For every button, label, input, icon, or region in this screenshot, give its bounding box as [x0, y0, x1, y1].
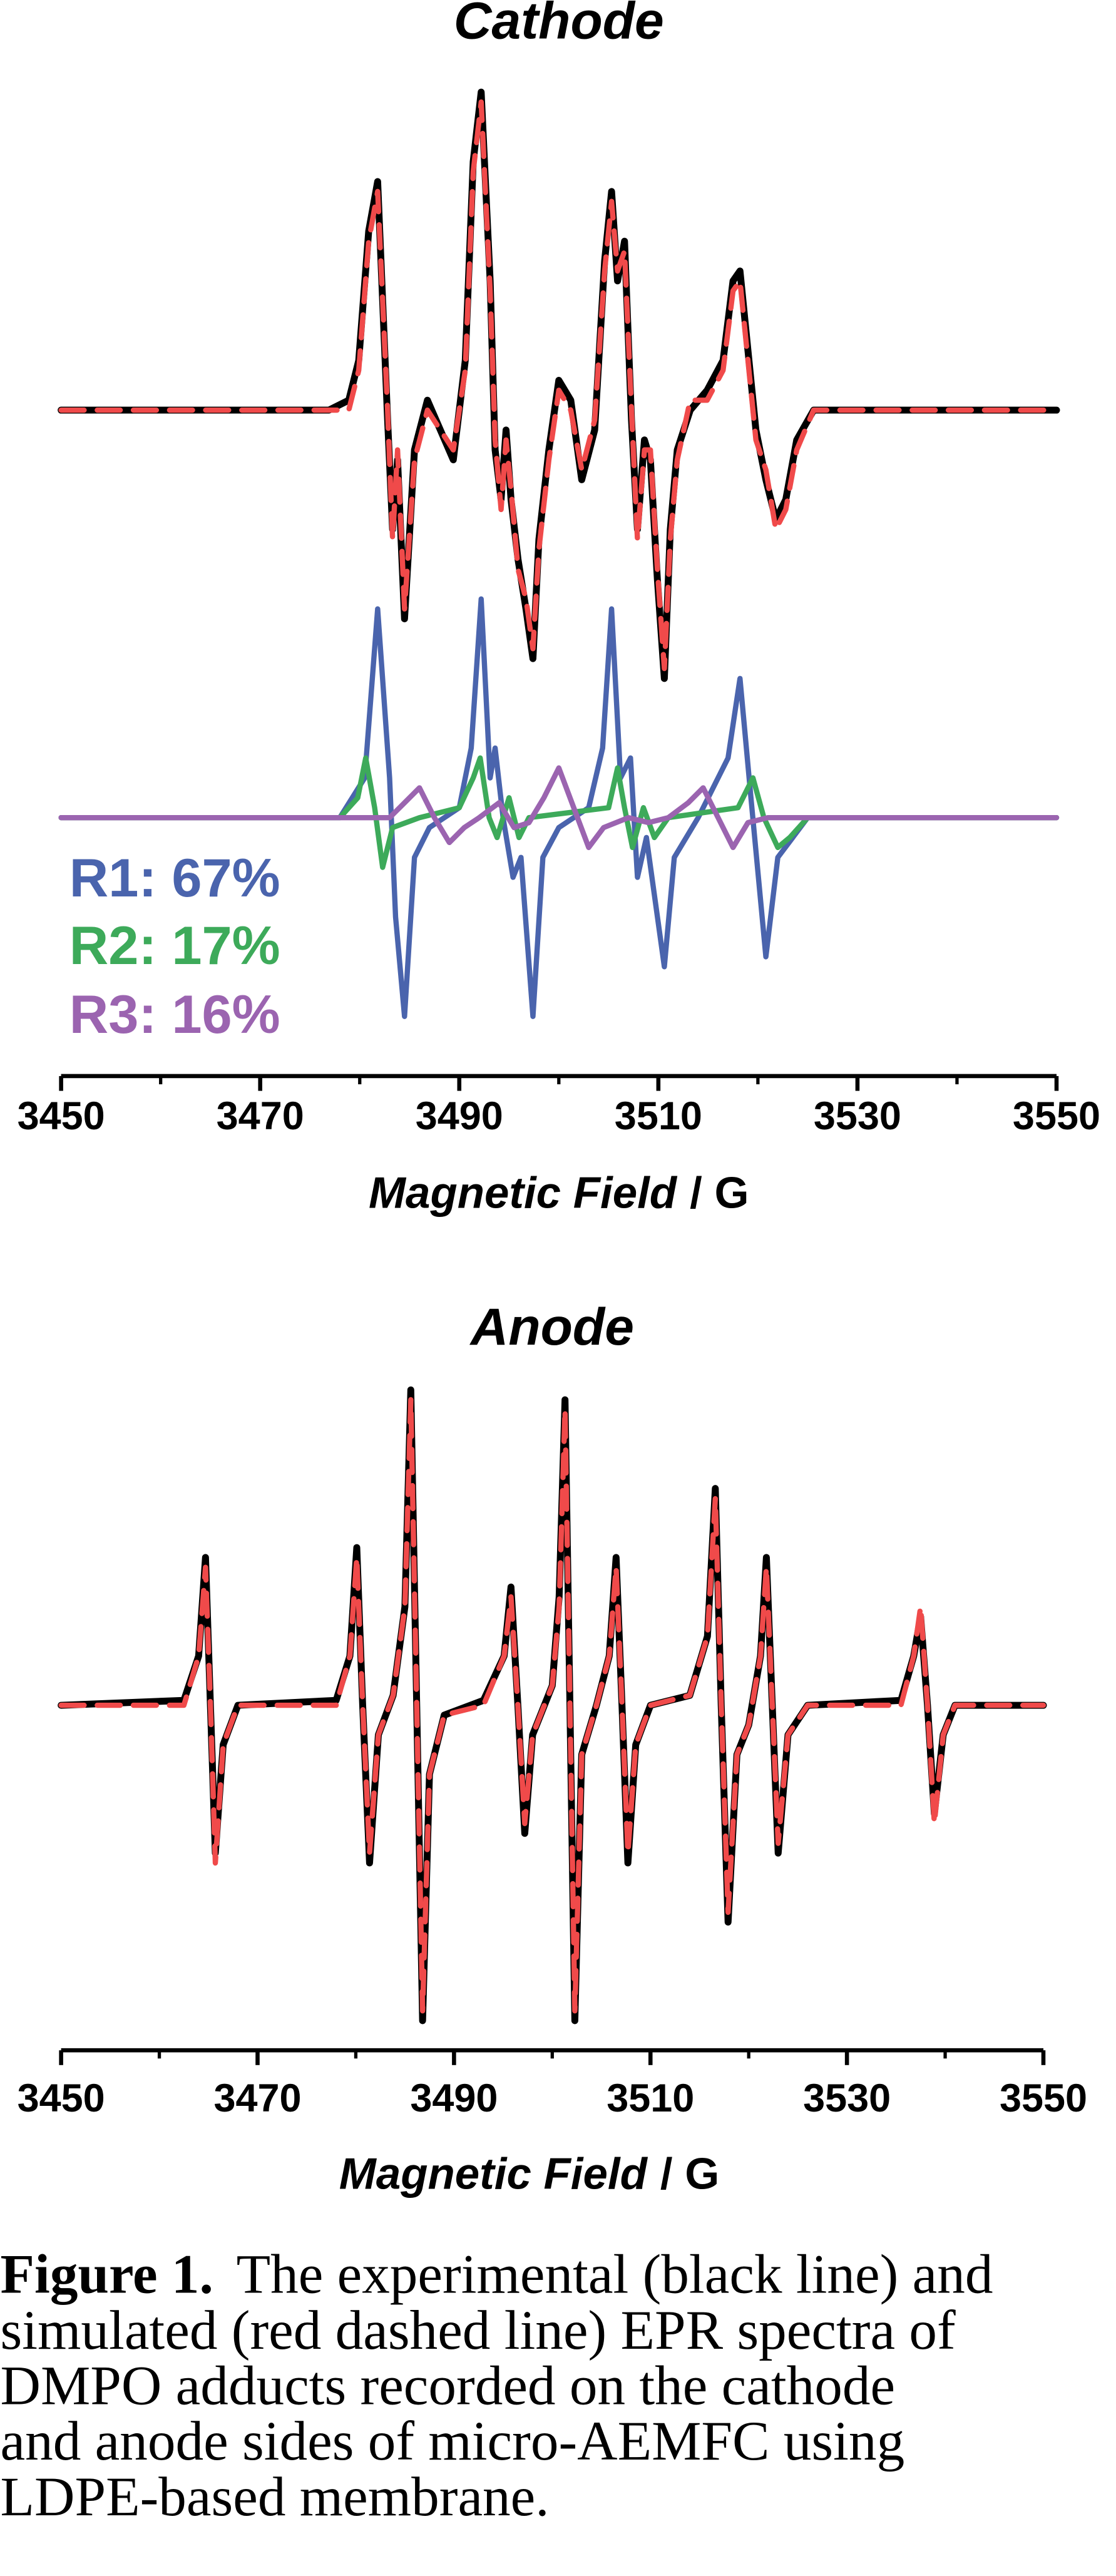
caption-label: Figure 1.: [1, 2244, 213, 2306]
x-tick-label: 3450: [18, 2076, 105, 2120]
spectrum-line: [58, 765, 1060, 850]
spectrum-line: [58, 1397, 1047, 2014]
caption-line: DMPO adducts recorded on the cathode: [1, 2354, 896, 2416]
caption-line: simulated (red dashed line) EPR spectra …: [1, 2299, 956, 2361]
x-axis-unit: / G: [660, 2149, 719, 2199]
spectrum-line: [58, 99, 1060, 672]
x-tick-label: 3530: [814, 1094, 901, 1138]
legend-label: R3: 16%: [69, 985, 280, 1045]
x-axis-unit: / G: [690, 1168, 749, 1218]
x-tick-label: 3470: [217, 1094, 304, 1138]
x-tick-label: 3510: [607, 2076, 694, 2120]
chart-title: Anode: [469, 1297, 634, 1356]
caption-line: and anode sides of micro-AEMFC using: [1, 2410, 905, 2472]
x-axis-label: Magnetic Field / G: [369, 1168, 749, 1218]
x-axis-label: Magnetic Field / G: [339, 2149, 720, 2199]
x-tick-label: 3510: [615, 1094, 702, 1138]
x-tick-label: 3550: [1000, 2076, 1087, 2120]
x-tick-label: 3530: [803, 2076, 891, 2120]
spectrum-line: [58, 596, 1060, 1019]
legend-label: R1: 67%: [69, 848, 280, 908]
x-tick-label: 3470: [213, 2076, 301, 2120]
caption-text: The experimental (black line) and: [237, 2244, 993, 2306]
chart-title: Cathode: [454, 0, 664, 50]
x-axis-quantity: Magnetic Field: [339, 2149, 648, 2199]
x-tick-label: 3490: [416, 1094, 503, 1138]
spectrum-line: [58, 755, 1060, 870]
legend-label: R2: 17%: [69, 916, 280, 976]
x-axis-quantity: Magnetic Field: [369, 1168, 678, 1218]
spectrum-line: [58, 88, 1060, 682]
x-tick-label: 3490: [410, 2076, 498, 2120]
x-tick-label: 3550: [1013, 1094, 1100, 1138]
x-tick-label: 3450: [18, 1094, 105, 1138]
caption-line: LDPE-based membrane.: [1, 2466, 550, 2528]
caption-line: Figure 1. The experimental (black line) a…: [1, 2244, 993, 2306]
